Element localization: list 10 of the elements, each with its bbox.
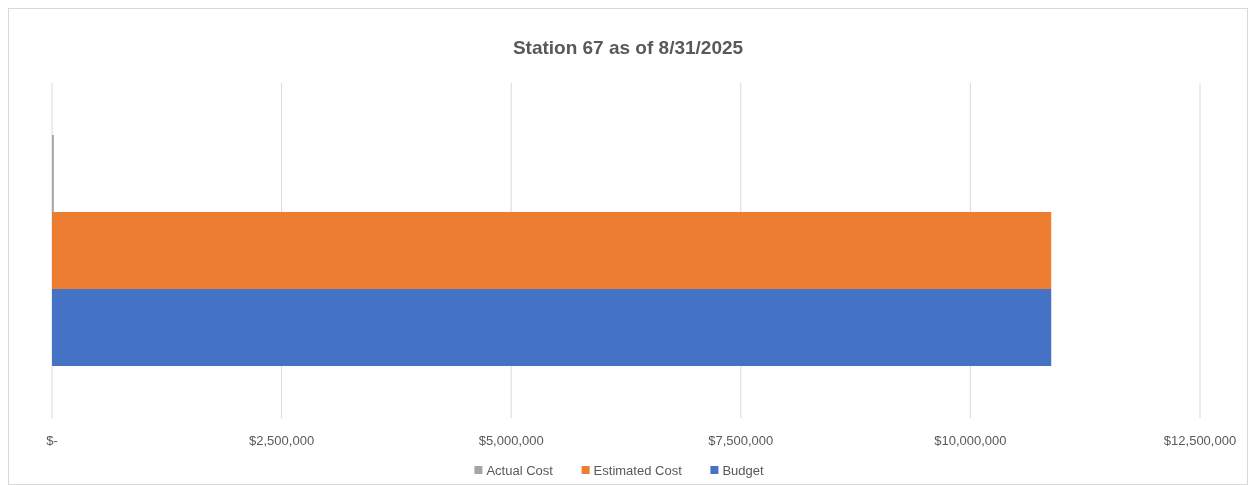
x-tick-label: $2,500,000 [249,433,315,448]
x-tick-label: $5,000,000 [478,433,544,448]
legend-label: Actual Cost [486,463,554,478]
x-tick-label: $7,500,000 [708,433,774,448]
x-tick-label: $- [46,433,58,448]
legend-label: Budget [722,463,764,478]
chart-title: Station 67 as of 8/31/2025 [512,37,744,58]
legend-label: Estimated Cost [593,463,683,478]
x-tick-label: $10,000,000 [934,433,1007,448]
x-tick-label: $12,500,000 [1163,433,1237,448]
